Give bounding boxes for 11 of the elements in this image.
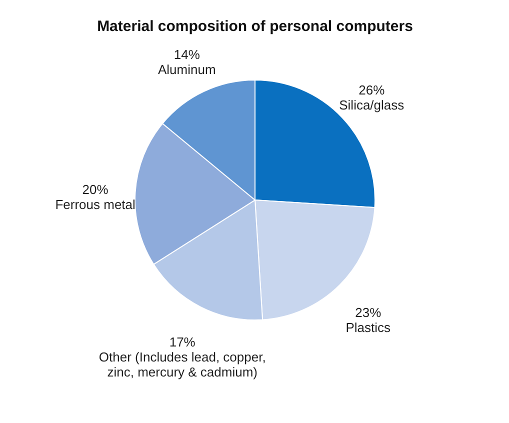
slice-label: Plastics: [346, 320, 392, 336]
data-label: 17%: [169, 334, 196, 350]
data-label: 26%: [358, 82, 386, 98]
slice-label: Aluminum: [158, 62, 216, 78]
data-label: 14%: [174, 47, 200, 62]
data-label: 20%: [82, 182, 109, 197]
chart-title: Material composition of personal computers: [97, 18, 413, 35]
slice-label: Other (Includes lead, copper, zinc, mercury & cadmium): [98, 350, 266, 380]
data-label: 23%: [355, 305, 382, 320]
slice-label: Silica/glass: [339, 97, 405, 112]
slice-label: Ferrous metal: [55, 196, 136, 212]
